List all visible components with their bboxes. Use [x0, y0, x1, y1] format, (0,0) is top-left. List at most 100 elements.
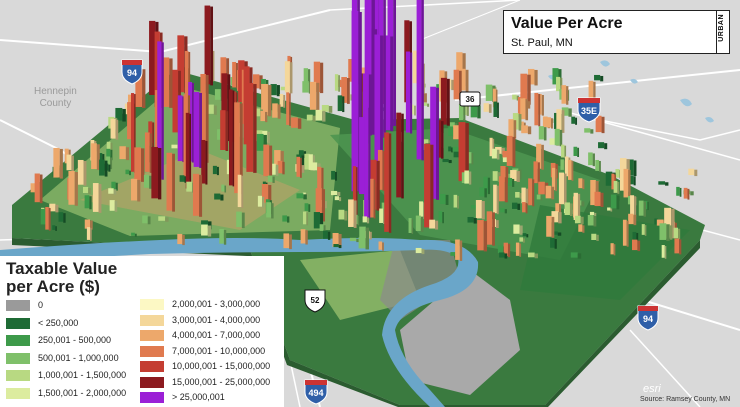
value-bar — [337, 95, 343, 112]
value-bar — [453, 69, 460, 100]
value-bar — [296, 193, 304, 199]
value-bar — [351, 10, 359, 192]
legend-label: 500,001 - 1,000,000 — [38, 352, 119, 363]
value-bar — [135, 68, 143, 107]
value-bar-side — [526, 234, 529, 238]
value-bar — [317, 166, 322, 201]
value-bar-side — [468, 171, 472, 185]
value-bar — [261, 83, 268, 116]
value-bar-side — [504, 177, 508, 203]
value-bar-side — [557, 232, 562, 236]
value-bar-side — [496, 220, 499, 228]
value-bar — [315, 109, 323, 121]
legend-swatch — [140, 361, 164, 372]
value-bar — [166, 152, 173, 211]
value-bar — [479, 187, 485, 197]
value-bar-side — [323, 225, 326, 232]
interstate-494-shield: 494 — [304, 379, 328, 405]
value-bar — [485, 84, 493, 101]
value-bar — [86, 227, 91, 240]
value-bar-side — [507, 243, 511, 258]
legend-label: 0 — [38, 300, 44, 310]
value-bar-side — [355, 167, 358, 225]
value-bar-side — [282, 161, 285, 175]
value-bar — [131, 178, 138, 201]
value-bar-side — [328, 105, 333, 113]
value-bar-side — [523, 238, 525, 243]
value-bar — [578, 224, 583, 232]
value-bar-side — [534, 69, 538, 86]
legend-label: > 25,000,001 — [172, 392, 225, 402]
value-bar — [607, 207, 611, 211]
value-bar — [502, 150, 509, 158]
value-bar — [546, 215, 552, 237]
value-bar — [628, 159, 634, 176]
value-bar-side — [113, 189, 117, 195]
value-bar-side — [104, 160, 108, 177]
value-bar — [284, 61, 290, 93]
value-bar-side — [563, 160, 566, 171]
value-bar — [286, 92, 290, 125]
value-bar-side — [114, 201, 118, 212]
value-bar — [492, 88, 496, 108]
value-bar — [192, 173, 200, 216]
value-bar — [405, 51, 411, 133]
interstate-94-shield-right: 94 — [637, 305, 659, 331]
value-bar-side — [517, 203, 521, 210]
value-bar-side — [617, 181, 620, 194]
legend-title: Taxable Value per Acre ($) — [6, 260, 117, 296]
value-bar — [458, 122, 466, 182]
value-bar-side — [129, 170, 131, 176]
interstate-94-shield-top: 94 — [121, 59, 143, 85]
value-bar — [410, 104, 415, 115]
value-bar — [154, 90, 159, 170]
value-bar-side — [267, 131, 270, 144]
value-bar-side — [271, 203, 274, 219]
value-bar — [492, 171, 498, 181]
value-bar — [349, 237, 357, 242]
value-bar-side — [137, 179, 141, 202]
value-bar — [200, 73, 206, 162]
value-bar-side — [423, 93, 427, 103]
urban-logo-text: URBAN — [718, 14, 725, 42]
value-bars — [30, 0, 698, 261]
value-bar-side — [577, 253, 582, 259]
value-bar-side — [216, 166, 219, 176]
value-bar-side — [527, 101, 531, 109]
legend-swatch — [140, 299, 164, 310]
value-bar-side — [465, 123, 469, 183]
value-bar — [641, 224, 645, 235]
value-bar-side — [289, 62, 293, 94]
value-bar — [201, 220, 209, 229]
value-bar-side — [541, 144, 544, 170]
value-bar — [201, 139, 206, 184]
value-bar — [419, 201, 424, 218]
value-bar-side — [518, 169, 522, 180]
value-bar-side — [267, 84, 272, 117]
value-bar-side — [633, 176, 636, 186]
value-bar — [610, 243, 614, 255]
us-52-shield: 52 — [304, 289, 326, 313]
value-bar — [547, 117, 552, 128]
value-bar — [611, 173, 615, 190]
value-bar — [151, 146, 159, 199]
value-bar — [438, 211, 443, 223]
value-bar-side — [401, 113, 404, 199]
value-bar-side — [678, 228, 681, 240]
value-bar — [477, 220, 484, 251]
value-bar-side — [55, 226, 57, 231]
value-bar-side — [48, 208, 51, 231]
value-bar — [106, 148, 111, 160]
value-bar-side — [518, 114, 522, 131]
value-bar — [338, 209, 345, 220]
value-bar — [179, 175, 185, 182]
value-bar — [470, 104, 478, 118]
value-bar-side — [599, 160, 601, 172]
value-bar — [134, 147, 142, 181]
value-bar-side — [108, 164, 111, 172]
value-bar — [374, 34, 381, 183]
value-bar-side — [207, 225, 212, 237]
value-bar — [500, 166, 506, 182]
value-bar — [45, 207, 49, 230]
